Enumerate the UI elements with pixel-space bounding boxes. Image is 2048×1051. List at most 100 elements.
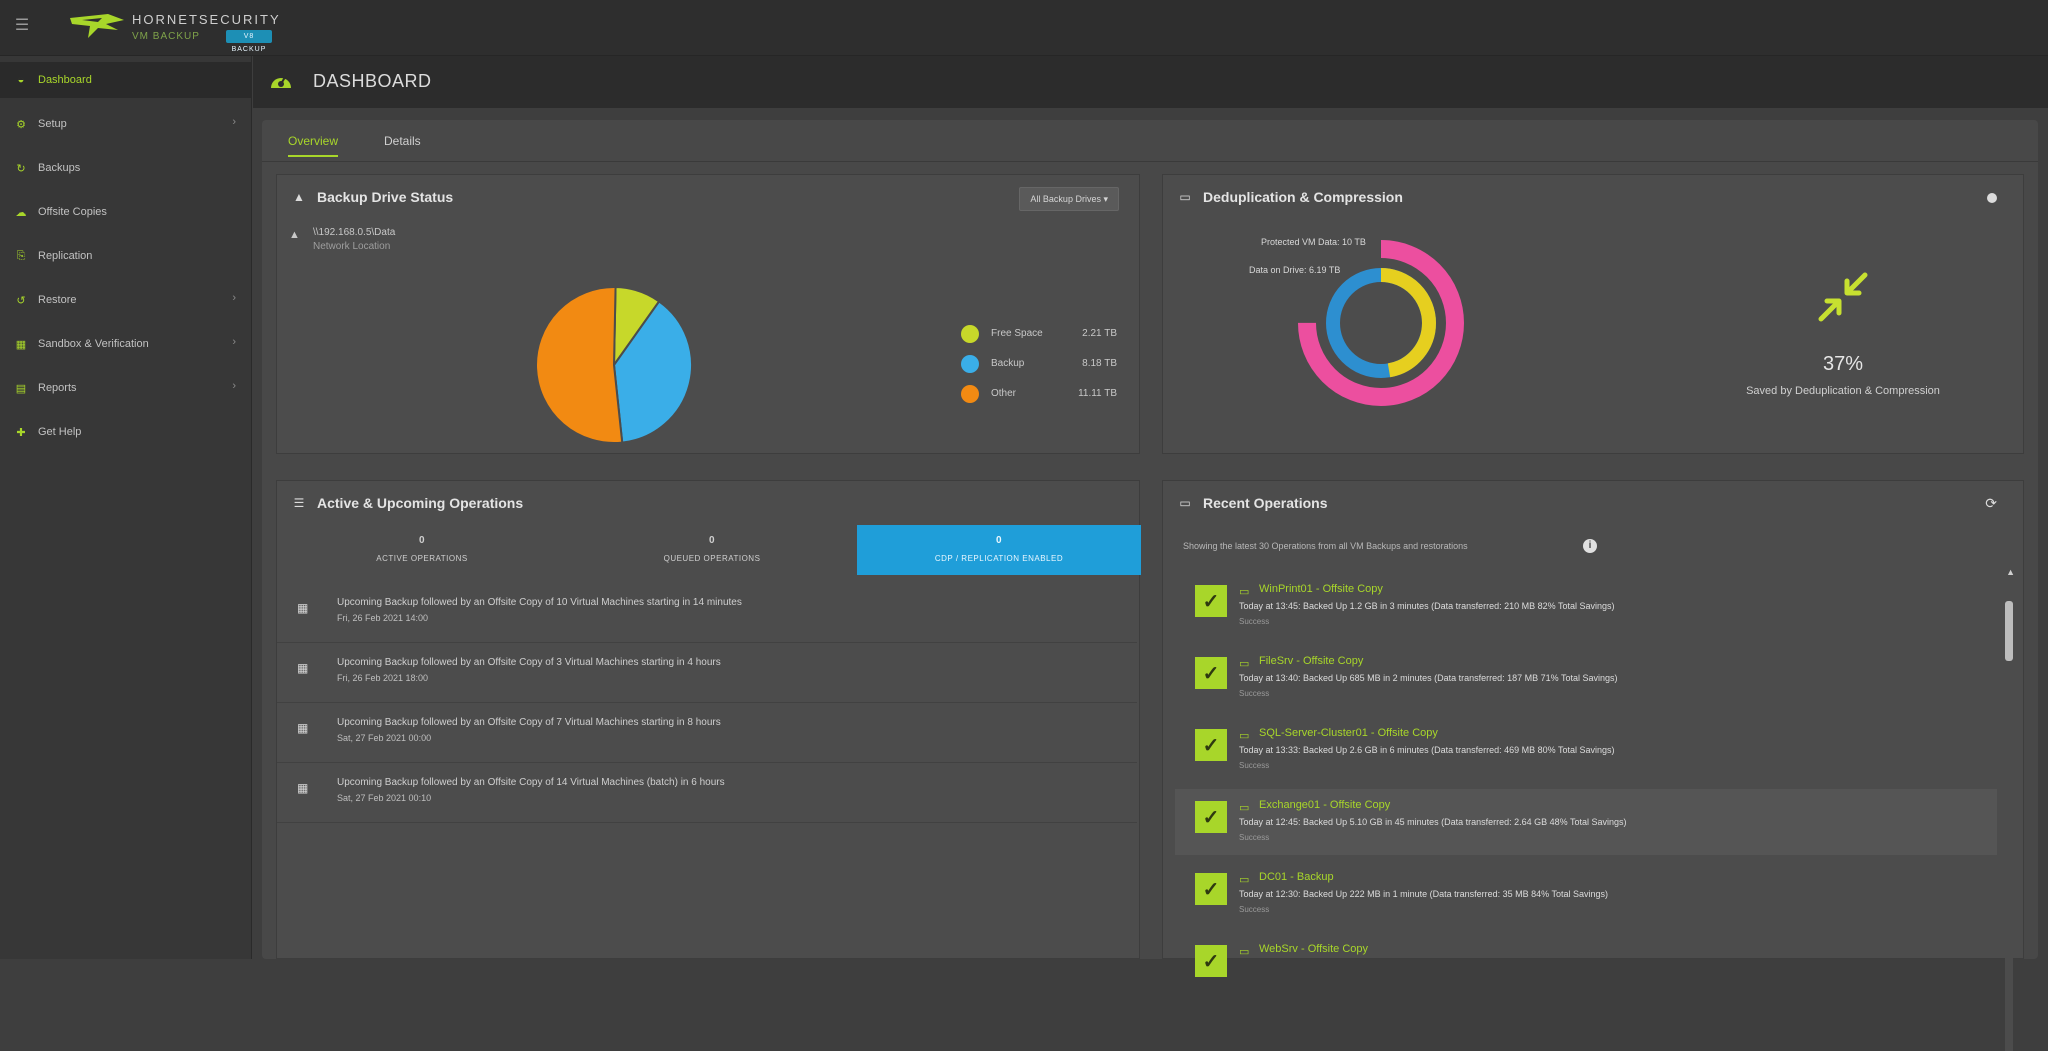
- cdp-replication-tab[interactable]: 0 CDP / REPLICATION ENABLED: [857, 525, 1141, 575]
- legend-label: Free Space: [991, 328, 1043, 339]
- menu-toggle-icon[interactable]: ☰: [14, 17, 30, 34]
- setup-icon: ⚙: [16, 118, 26, 131]
- vm-icon: ▭: [1239, 730, 1250, 742]
- reports-icon: ▤: [15, 382, 27, 395]
- card-title: Deduplication & Compression: [1203, 189, 1403, 205]
- card-header: ▲ Backup Drive Status: [277, 175, 1139, 219]
- replication-icon: ⎘: [16, 249, 26, 262]
- sidebar-item-backups[interactable]: ↻ Backups: [0, 150, 252, 186]
- vm-icon: ▭: [1239, 658, 1250, 670]
- operation-name[interactable]: Exchange01 - Offsite Copy: [1259, 799, 1391, 811]
- table-row[interactable]: ✓ ▭ Exchange01 - Offsite Copy Today at 12:4…: [1175, 789, 1997, 855]
- tab-details[interactable]: Details: [384, 134, 421, 148]
- operation-detail: Today at 12:45: Backed Up 5.10 GB in 45 …: [1239, 817, 1627, 827]
- brand-logo: HORNETSECURITY VM BACKUP V8 BACKUP: [68, 8, 298, 53]
- sandbox-icon: ▦: [15, 338, 27, 351]
- sidebar-item-reports[interactable]: ▤ Reports ›: [0, 370, 252, 406]
- card-header: ☰ Active & Upcoming Operations: [277, 481, 1139, 525]
- sidebar-item-dashboard[interactable]: ◒ Dashboard: [0, 62, 252, 98]
- scrollbar-thumb[interactable]: [2005, 601, 2013, 661]
- legend-label: Other: [991, 388, 1017, 399]
- calendar-icon: ▦: [297, 601, 309, 615]
- table-row[interactable]: ✓ ▭ SQL-Server-Cluster01 - Offsite Copy Tod…: [1175, 717, 1997, 783]
- operation-name[interactable]: WebSrv - Offsite Copy: [1259, 943, 1369, 955]
- pie-slice-backup: [612, 299, 693, 444]
- operation-text: Upcoming Backup followed by an Offsite C…: [337, 717, 721, 728]
- operation-name[interactable]: WinPrint01 - Offsite Copy: [1259, 583, 1383, 595]
- main-content: Overview Details ▲ Backup Drive Status A…: [262, 120, 2038, 1051]
- tab-overview[interactable]: Overview: [288, 134, 339, 157]
- tab-bar: Overview Details: [262, 120, 2038, 162]
- sidebar-item-replication[interactable]: ⎘ Replication: [0, 238, 252, 274]
- sidebar-item-label: Reports: [38, 382, 77, 394]
- card-menu-icon[interactable]: [1987, 193, 1997, 203]
- legend-item-free-space: Free Space 2.21 TB: [961, 323, 1131, 345]
- sidebar-item-setup[interactable]: ⚙ Setup ›: [0, 106, 252, 142]
- chevron-right-icon: ›: [232, 380, 236, 392]
- sidebar-item-label: Offsite Copies: [38, 206, 107, 218]
- operation-status: Success: [1239, 689, 1270, 698]
- count: 0: [995, 535, 1003, 546]
- card-title: Recent Operations: [1203, 495, 1328, 511]
- chevron-right-icon: ›: [232, 336, 236, 348]
- sidebar-item-offsite-copies[interactable]: ☁ Offsite Copies: [0, 194, 252, 230]
- list-item: ▦ Upcoming Backup followed by an Offsite …: [277, 585, 1137, 643]
- card-title: Backup Drive Status: [317, 189, 454, 205]
- active-operations-tab[interactable]: 0 ACTIVE OPERATIONS: [277, 525, 567, 575]
- help-icon: ✚: [16, 426, 26, 439]
- count: 0: [708, 535, 716, 546]
- page-title: DASHBOARD: [313, 71, 432, 91]
- brand-subtitle: VM BACKUP: [132, 31, 200, 42]
- refresh-icon[interactable]: ⟳: [1985, 495, 1997, 511]
- scrollbar[interactable]: [2005, 581, 2013, 1051]
- recent-operations-note: Showing the latest 30 Operations from al…: [1183, 541, 1468, 551]
- card-header: ▭ Deduplication & Compression: [1163, 175, 2023, 219]
- page-header: DASHBOARD: [253, 56, 2048, 108]
- table-row[interactable]: ✓ ▭ FileSrv - Offsite Copy Today at 13:40: …: [1175, 645, 1997, 711]
- operation-date: Fri, 26 Feb 2021 18:00: [337, 673, 429, 683]
- sidebar-item-sandbox-verification[interactable]: ▦ Sandbox & Verification ›: [0, 326, 252, 362]
- backup-drive-select[interactable]: All Backup Drives ▾: [1019, 187, 1119, 211]
- brand-name: HORNETSECURITY: [132, 12, 281, 27]
- operation-text: Upcoming Backup followed by an Offsite C…: [337, 657, 721, 668]
- table-row[interactable]: ✓ ▭ DC01 - Backup Today at 12:30: Backed Up…: [1175, 861, 1997, 927]
- success-check-icon: ✓: [1195, 801, 1227, 833]
- operation-name[interactable]: FileSrv - Offsite Copy: [1259, 655, 1364, 667]
- dashboard-icon: [271, 76, 291, 88]
- queued-operations-tab[interactable]: 0 QUEUED OPERATIONS: [567, 525, 857, 575]
- operation-detail: Today at 13:40: Backed Up 685 MB in 2 mi…: [1239, 673, 1618, 683]
- sidebar-item-label: Sandbox & Verification: [38, 338, 149, 350]
- info-icon[interactable]: i: [1583, 539, 1597, 553]
- sidebar-item-label: Replication: [38, 250, 93, 262]
- operation-status: Success: [1239, 761, 1270, 770]
- success-check-icon: ✓: [1195, 729, 1227, 761]
- operation-date: Fri, 26 Feb 2021 14:00: [337, 613, 429, 623]
- restore-icon: ↺: [16, 294, 26, 307]
- vm-icon: ▭: [1239, 946, 1250, 958]
- legend-item-other: Other 11.11 TB: [961, 383, 1131, 405]
- top-bar: ☰ HORNETSECURITY VM BACKUP V8 BACKUP: [0, 0, 2048, 56]
- scroll-up-icon[interactable]: ▲: [2006, 567, 2015, 577]
- chevron-right-icon: ›: [232, 292, 236, 304]
- sidebar-item-get-help[interactable]: ✚ Get Help: [0, 414, 252, 450]
- table-row[interactable]: ✓ ▭ WinPrint01 - Offsite Copy Today at 13:4…: [1175, 573, 1997, 639]
- recent-operations-card: ▭ Recent Operations ⟳ Showing the latest…: [1162, 480, 2024, 1051]
- operation-detail: Today at 13:33: Backed Up 2.6 GB in 6 mi…: [1239, 745, 1615, 755]
- legend-value: 11.11 TB: [1078, 388, 1117, 399]
- operation-name[interactable]: SQL-Server-Cluster01 - Offsite Copy: [1259, 727, 1438, 739]
- legend-value: 8.18 TB: [1082, 358, 1117, 369]
- legend-dot: [961, 325, 979, 343]
- savings-percentage: 37%: [1822, 353, 1864, 375]
- legend-item-backup: Backup 8.18 TB: [961, 353, 1131, 375]
- chevron-right-icon: ›: [232, 116, 236, 128]
- drive-icon: ▲: [293, 190, 305, 204]
- drive-location: Network Location: [313, 241, 391, 252]
- table-row[interactable]: ✓ ▭ WebSrv - Offsite Copy: [1175, 933, 1997, 999]
- sidebar-item-label: Get Help: [38, 426, 82, 438]
- backups-icon: ↻: [16, 162, 26, 175]
- sidebar-item-restore[interactable]: ↺ Restore ›: [0, 282, 252, 318]
- operation-date: Sat, 27 Feb 2021 00:10: [337, 793, 432, 803]
- operation-name[interactable]: DC01 - Backup: [1259, 871, 1334, 883]
- calendar-icon: ▦: [297, 661, 309, 675]
- operation-status: Success: [1239, 905, 1270, 914]
